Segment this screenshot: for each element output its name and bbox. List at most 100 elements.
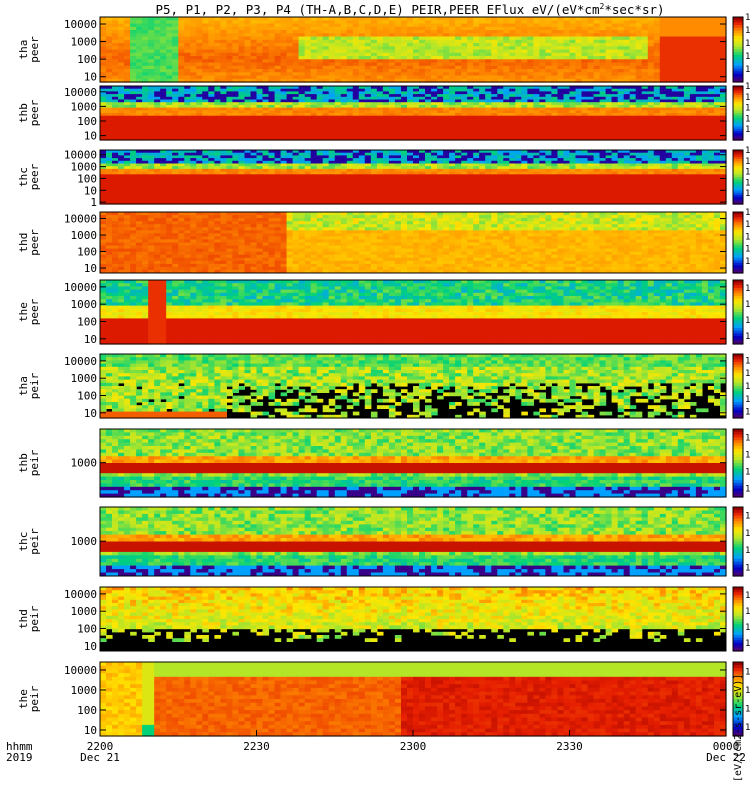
colorbar-tick-label: 10² (745, 639, 750, 649)
colorbar: 10⁴10⁵10⁶10⁷10⁸ (732, 82, 750, 141)
y-tick-label: 1000 (71, 36, 98, 49)
panel-thd-peir: 10 100 1000 10000 thdpeir 10² 10⁴ 10⁶ 10⁸ (17, 586, 750, 653)
title-main: P5, P1, P2, P3, P4 (TH-A,B,C,D,E) PEIR,P… (155, 2, 599, 17)
colorbar-tick-label: 10² (745, 395, 750, 405)
colorbar-tick-label: 10⁷ (745, 220, 750, 230)
y-tick-label: 10000 (64, 149, 97, 162)
x-tick-label: 2200 (87, 740, 114, 753)
panel-frame (99, 149, 727, 205)
y-tick-label: 10 (84, 407, 97, 420)
spectrogram-image (100, 587, 727, 651)
y-axis-label-species: peer (28, 36, 41, 63)
colorbar-tick-label: 10⁸ (745, 356, 750, 366)
colorbar-tick-label: 10⁴ (745, 382, 750, 392)
panel-frame (99, 353, 727, 419)
colorbar-tick-label: 10⁵ (745, 178, 750, 188)
x-tick-label: 2230 (243, 740, 270, 753)
colorbar-tick-label: 10⁷ (745, 157, 750, 167)
colorbar: 10² 10⁴ 10⁶ 10⁸ (732, 428, 750, 498)
title-superscript: 2 (599, 2, 604, 11)
spectrogram-image (100, 212, 727, 274)
y-tick-label: 10000 (64, 213, 97, 226)
y-axis-label-species: peir (28, 449, 41, 476)
y-tick-label: 10000 (64, 86, 97, 99)
x-tick-date-label: Dec 21 (80, 751, 120, 764)
panel-frame (99, 211, 727, 274)
y-tick-label: 100 (77, 315, 97, 328)
colorbar-tick-label: 10⁶ (745, 232, 750, 242)
colorbar-units-label: [eV/(cm2-s-sr-eV)] (733, 674, 744, 782)
panel-frame (99, 16, 727, 83)
colorbar-tick-label: 10⁰ (745, 408, 750, 418)
colorbar-tick-label: 10⁸ (745, 146, 750, 156)
colorbar-tick-label: 10⁸ (745, 82, 750, 92)
colorbar-tick-label: 10⁴ (745, 468, 750, 478)
colorbar-tick-label: 10² (745, 332, 750, 342)
y-tick-label: 1000 (71, 298, 98, 311)
colorbar: 10² 10⁴ 10⁶ 10⁸ (732, 586, 750, 652)
y-tick-label: 1000 (71, 161, 98, 174)
colorbar-tick-label: 10⁶ (745, 39, 750, 49)
y-axis-label: thdpeer (17, 229, 41, 256)
y-tick-label: 10 (84, 130, 97, 143)
y-axis-label: thapeer (17, 36, 41, 63)
y-tick-label: 10 (84, 262, 97, 275)
y-axis-label-probe: thc (17, 532, 30, 552)
x-tick-date-label: Dec 22 (706, 751, 746, 764)
colorbar-tick-label: 10² (745, 563, 750, 573)
y-axis-label-probe: thc (17, 167, 30, 187)
y-tick-label: 10000 (64, 664, 97, 677)
y-tick-label: 10000 (64, 281, 97, 294)
colorbar-tick-label: 10⁴ (745, 623, 750, 633)
colorbar-tick-label: 10⁸ (745, 208, 750, 218)
spectrogram-image (100, 150, 727, 205)
y-tick-label: 100 (77, 246, 97, 259)
colorbar-tick-label: 10⁶ (745, 451, 750, 461)
colorbar-tick-label: 10⁴ (745, 257, 750, 267)
y-axis-label: thbpeer (17, 99, 41, 126)
y-axis-label-probe: tha (17, 376, 30, 396)
y-axis-label-probe: the (17, 689, 30, 709)
y-axis-label-species: peir (28, 372, 41, 399)
y-tick-label: 1 (90, 196, 97, 209)
y-tick-label: 10 (84, 640, 97, 653)
y-axis-label: thcpeer (17, 163, 41, 190)
y-axis-label: thdpeir (17, 605, 41, 632)
y-tick-label: 1000 (71, 605, 98, 618)
y-tick-label: 10000 (64, 588, 97, 601)
y-axis-label-species: peer (28, 229, 41, 256)
spectrogram-image (100, 429, 727, 498)
y-axis-label-species: peir (28, 528, 41, 555)
colorbar-tick-label: 10⁸ (745, 434, 750, 444)
y-tick-label: 100 (77, 704, 97, 717)
y-tick-label: 1000 (71, 100, 98, 113)
colorbar-tick-label: 10⁶ (745, 104, 750, 114)
y-tick-label: 100 (77, 622, 97, 635)
panel-the-peer: 10 100 1000 10000 thepeer 10² 10⁴ 10⁶ 10⁸ (17, 279, 750, 346)
y-axis-label: thepeir (17, 685, 41, 712)
x-tick-label: 2330 (556, 740, 583, 753)
y-tick-label: 100 (77, 389, 97, 402)
y-tick-label: 100 (77, 172, 97, 185)
y-tick-label: 10 (84, 333, 97, 346)
colorbar: 10⁴10⁵10⁶10⁷10⁸ (732, 208, 750, 274)
x-tick-label: 0000 (713, 740, 740, 753)
x-tick-label: 2300 (400, 740, 427, 753)
y-axis-label-probe: thb (17, 103, 30, 123)
y-axis-label-probe: tha (17, 40, 30, 60)
panel-tha-peir: 10 100 1000 10000 thapeir 10⁰ 10² 10⁴ 10⁶ 10⁸ (17, 353, 750, 420)
y-axis-label: thcpeir (17, 528, 41, 555)
colorbar: 10² 10⁴ 10⁶ 10⁸ (732, 279, 750, 345)
y-tick-label: 100 (77, 115, 97, 128)
y-tick-label: 1000 (71, 372, 98, 385)
y-tick-label: 1000 (71, 535, 98, 548)
colorbar-tick-label: 10⁶ (745, 686, 750, 696)
colorbar-tick-label: 10⁸ (745, 13, 750, 23)
y-tick-label: 10 (84, 71, 97, 84)
panel-thd-peer: 10 100 1000 10000 thdpeer 10⁴ 10⁵ 10⁶ 10⁷ 10⁸ (17, 208, 750, 275)
y-axis-label: thapeir (17, 372, 41, 399)
spectrogram-image (100, 662, 727, 737)
colorbar-tick-label: 10⁵ (745, 114, 750, 124)
